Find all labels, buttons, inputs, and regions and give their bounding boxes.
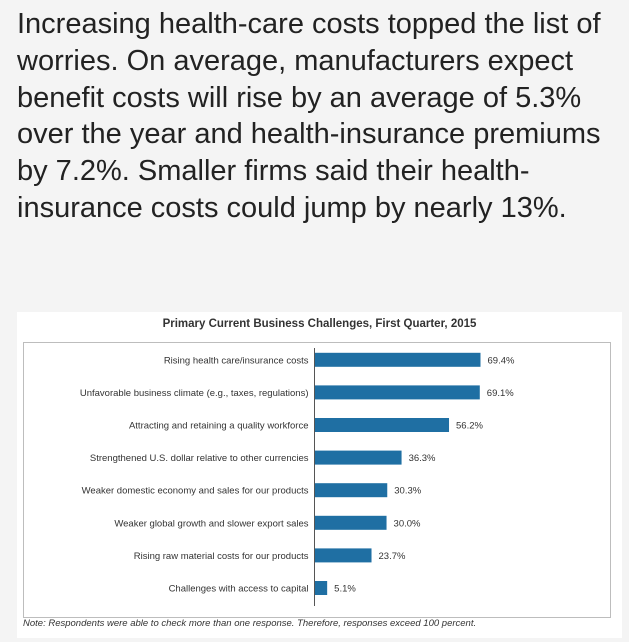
chart-frame [23,342,611,618]
data-label: 30.0% [394,518,421,529]
chart-note: Note: Respondents were able to check mor… [23,618,477,629]
bar [315,450,402,465]
data-label: 30.3% [394,486,421,497]
bar [315,483,388,498]
category-label: Rising raw material costs for our produc… [134,551,309,562]
data-label: 56.2% [456,421,483,432]
bar [315,548,372,563]
category-label: Unfavorable business climate (e.g., taxe… [80,388,309,399]
data-label: 69.4% [488,355,515,366]
data-label: 36.3% [409,453,436,464]
data-label: 69.1% [487,388,514,399]
bar [315,418,450,432]
article-text: Increasing health-care costs topped the … [17,8,601,224]
category-label: Rising health care/insurance costs [164,355,309,366]
category-label: Strengthened U.S. dollar relative to oth… [90,453,309,464]
data-label: 5.1% [334,584,356,595]
data-label: 23.7% [379,551,406,562]
bar-chart: Rising health care/insurance costs 69.4% U… [80,348,515,606]
bar [315,581,328,595]
chart-title: Primary Current Business Challenges, Fir… [162,318,477,330]
category-label: Attracting and retaining a quality workf… [129,421,309,432]
bar [315,385,480,400]
bar [315,352,481,367]
category-label: Weaker global growth and slower export s… [114,518,308,529]
category-label: Challenges with access to capital [169,584,309,595]
chart-figure: Primary Current Business Challenges, Fir… [17,312,622,638]
bar [315,515,387,530]
category-label: Weaker domestic economy and sales for ou… [82,486,309,497]
